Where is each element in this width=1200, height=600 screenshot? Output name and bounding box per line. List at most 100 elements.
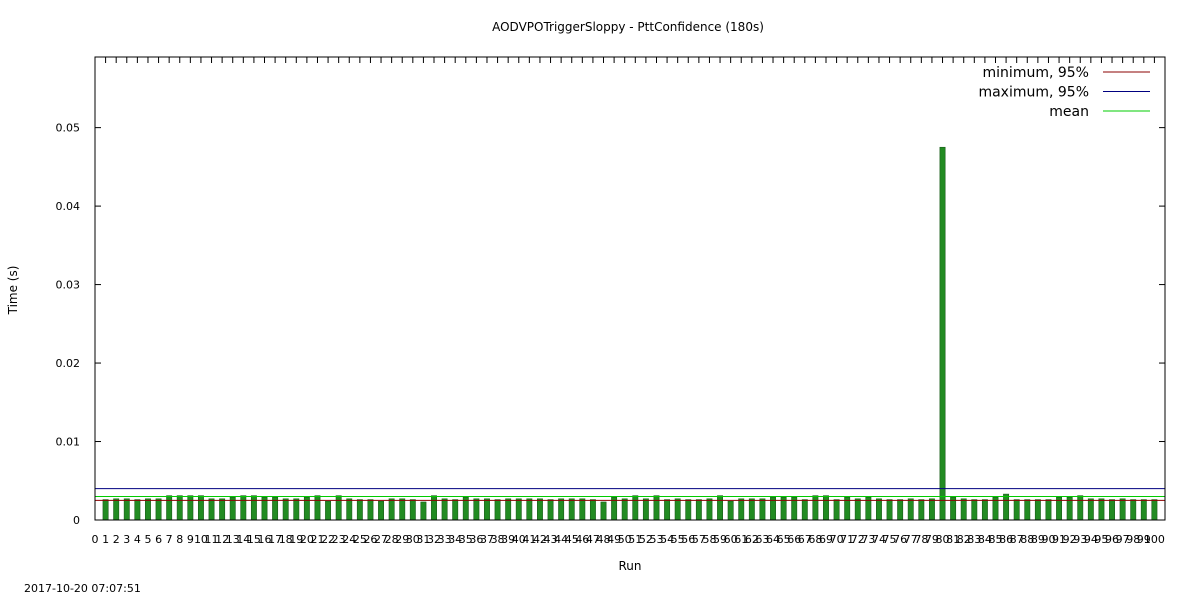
bar (1140, 499, 1147, 521)
x-tick-label: 97 (1116, 533, 1130, 546)
bar (759, 498, 766, 521)
x-tick-label: 72 (851, 533, 865, 546)
x-tick-label: 5 (144, 533, 151, 546)
x-tick-label: 17 (268, 533, 282, 546)
bar (282, 498, 289, 521)
bar (960, 498, 967, 521)
x-tick-label: 34 (448, 533, 462, 546)
timestamp: 2017-10-20 07:07:51 (24, 582, 141, 595)
x-tick-label: 1 (102, 533, 109, 546)
x-tick-label: 46 (575, 533, 589, 546)
x-tick-label: 88 (1020, 533, 1034, 546)
x-tick-label: 78 (914, 533, 928, 546)
bar (971, 499, 978, 521)
x-tick-label: 66 (787, 533, 801, 546)
x-tick-label: 35 (459, 533, 473, 546)
x-tick-label: 58 (702, 533, 716, 546)
bar (600, 501, 607, 521)
bar (314, 495, 321, 521)
y-tick-label: 0.03 (56, 279, 81, 292)
x-tick-label: 36 (469, 533, 483, 546)
x-tick-label: 54 (660, 533, 674, 546)
bar (674, 498, 681, 521)
x-tick-label: 30 (406, 533, 420, 546)
bar (325, 500, 332, 521)
bar (685, 499, 692, 521)
x-tick-label: 64 (766, 533, 780, 546)
bar (653, 495, 660, 521)
x-tick-label: 95 (1094, 533, 1108, 546)
x-tick-label: 84 (978, 533, 992, 546)
bar (378, 500, 384, 521)
bar (346, 498, 353, 521)
x-tick-label: 86 (999, 533, 1013, 546)
bar (706, 498, 713, 521)
y-tick-label: 0.05 (56, 122, 81, 135)
x-tick-label: 70 (830, 533, 844, 546)
x-tick-label: 81 (946, 533, 960, 546)
bar (738, 498, 745, 521)
bar (981, 499, 988, 521)
x-tick-label: 61 (734, 533, 748, 546)
bar (939, 146, 946, 521)
bar (335, 495, 342, 521)
bar (473, 498, 480, 521)
bar (1003, 493, 1010, 521)
bar (166, 495, 173, 521)
bar (431, 495, 437, 521)
x-tick-label: 76 (893, 533, 907, 546)
y-tick-label: 0 (73, 514, 80, 527)
bar (886, 499, 893, 521)
bar (897, 499, 904, 521)
x-tick-label: 68 (808, 533, 822, 546)
x-tick-label: 8 (176, 533, 183, 546)
y-tick-label: 0.04 (56, 200, 81, 213)
x-tick-label: 52 (639, 533, 653, 546)
x-tick-label: 3 (123, 533, 130, 546)
x-tick-label: 51 (628, 533, 642, 546)
bar (854, 498, 861, 521)
x-tick-label: 32 (427, 533, 441, 546)
x-tick-label: 13 (226, 533, 240, 546)
bar (494, 499, 501, 521)
x-tick-label: 99 (1137, 533, 1151, 546)
bar (1087, 498, 1094, 521)
bar (367, 499, 374, 521)
x-tick-label: 2 (113, 533, 120, 546)
x-tick-label: 4 (134, 533, 141, 546)
x-tick-label: 33 (438, 533, 452, 546)
x-tick-label: 18 (279, 533, 293, 546)
chart-title: AODVPOTriggerSloppy - PttConfidence (180… (492, 20, 764, 34)
x-tick-label: 77 (904, 533, 918, 546)
legend-label: minimum, 95% (983, 65, 1089, 81)
bar (1034, 499, 1041, 521)
x-tick-label: 15 (247, 533, 261, 546)
x-tick-label: 87 (1010, 533, 1024, 546)
x-tick-label: 55 (671, 533, 685, 546)
bar (876, 498, 882, 521)
x-tick-label: 80 (936, 533, 950, 546)
x-tick-label: 100 (1144, 533, 1165, 546)
x-tick-label: 79 (925, 533, 939, 546)
x-tick-label: 47 (586, 533, 600, 546)
x-tick-label: 53 (649, 533, 663, 546)
bar (1024, 499, 1031, 521)
x-tick-label: 49 (607, 533, 621, 546)
bar (208, 498, 215, 521)
x-tick-label: 22 (321, 533, 335, 546)
bar (748, 498, 755, 521)
x-tick-label: 12 (215, 533, 229, 546)
bar (441, 498, 448, 521)
bar (526, 498, 533, 521)
bar (102, 499, 109, 521)
bar (515, 498, 522, 521)
bar (907, 498, 914, 521)
x-tick-label: 82 (957, 533, 971, 546)
x-tick-label: 93 (1073, 533, 1087, 546)
bar (833, 499, 840, 521)
bar (547, 499, 554, 521)
bar (801, 499, 808, 521)
x-tick-label: 42 (533, 533, 547, 546)
x-tick-label: 41 (522, 533, 536, 546)
